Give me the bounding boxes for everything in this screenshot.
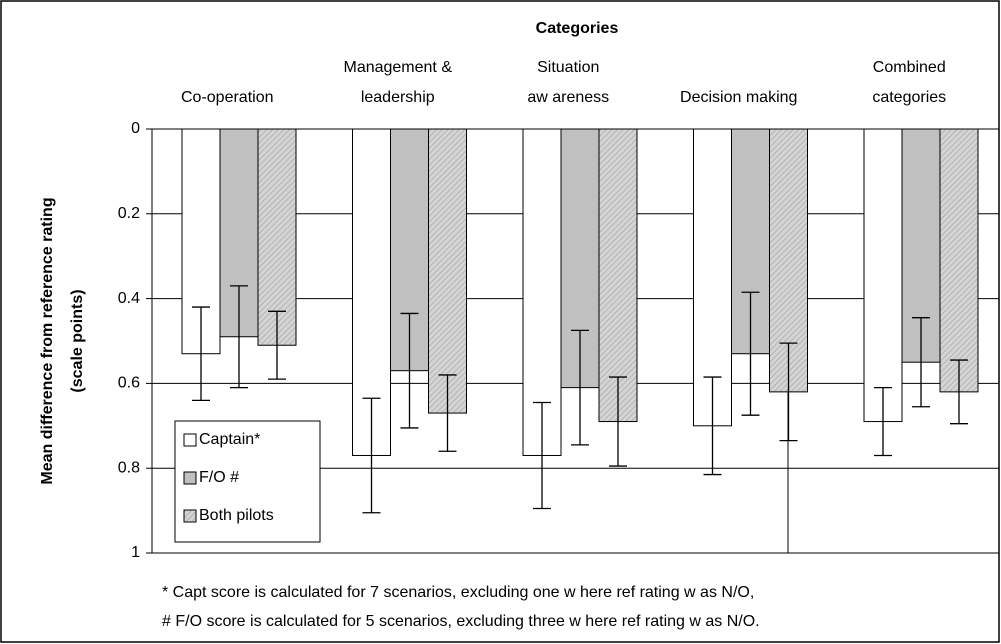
legend-swatch <box>183 433 197 447</box>
category-label: aw areness <box>527 89 609 106</box>
y-axis-label: Mean difference from reference rating <box>39 197 56 484</box>
category-label: Management & <box>343 59 452 76</box>
category-label: Decision making <box>680 89 797 106</box>
legend-label: Captain* <box>199 431 260 448</box>
legend <box>174 420 321 543</box>
y-tick-label: 0.8 <box>118 459 140 476</box>
y-tick-label: 0.6 <box>118 375 140 392</box>
category-label: leadership <box>361 89 435 106</box>
y-tick-label: 1 <box>131 544 140 561</box>
category-label: Situation <box>537 59 599 76</box>
y-tick-label: 0.2 <box>118 205 140 222</box>
category-label: Combined <box>873 59 946 76</box>
y-axis-label: (scale points) <box>69 289 86 392</box>
footnote: * Capt score is calculated for 7 scenari… <box>162 584 754 601</box>
bar <box>257 128 297 346</box>
legend-label: Both pilots <box>199 507 274 524</box>
bar <box>522 128 562 456</box>
legend-label: F/O # <box>199 469 239 486</box>
legend-swatch <box>183 471 197 485</box>
bar <box>863 128 903 423</box>
bar <box>939 128 979 393</box>
legend-swatch <box>183 509 197 523</box>
bar <box>428 128 467 414</box>
y-tick-label: 0.4 <box>118 290 140 307</box>
y-tick-label: 0 <box>131 120 140 137</box>
chart-title: Categories <box>536 20 619 37</box>
category-label: Co-operation <box>181 89 274 106</box>
bar <box>598 128 638 423</box>
footnote: # F/O score is calculated for 5 scenario… <box>162 613 760 630</box>
category-label: categories <box>872 89 946 106</box>
